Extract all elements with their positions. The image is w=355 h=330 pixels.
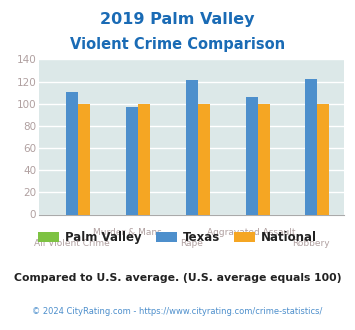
Text: Murder & Mans...: Murder & Mans... — [93, 228, 170, 237]
Bar — [78, 104, 90, 214]
Text: © 2024 CityRating.com - https://www.cityrating.com/crime-statistics/: © 2024 CityRating.com - https://www.city… — [32, 307, 323, 316]
Bar — [138, 104, 150, 214]
Legend: Palm Valley, Texas, National: Palm Valley, Texas, National — [38, 231, 317, 244]
Bar — [66, 91, 78, 214]
Bar — [257, 104, 269, 214]
Text: Aggravated Assault: Aggravated Assault — [207, 228, 296, 237]
Text: All Violent Crime: All Violent Crime — [34, 239, 110, 248]
Bar — [246, 97, 257, 214]
Bar — [198, 104, 210, 214]
Text: Rape: Rape — [180, 239, 203, 248]
Text: Violent Crime Comparison: Violent Crime Comparison — [70, 37, 285, 52]
Text: Compared to U.S. average. (U.S. average equals 100): Compared to U.S. average. (U.S. average … — [14, 273, 341, 283]
Bar — [305, 79, 317, 214]
Bar — [186, 81, 198, 214]
Text: 2019 Palm Valley: 2019 Palm Valley — [100, 12, 255, 27]
Bar — [126, 107, 138, 214]
Bar — [317, 104, 329, 214]
Text: Robbery: Robbery — [293, 239, 330, 248]
